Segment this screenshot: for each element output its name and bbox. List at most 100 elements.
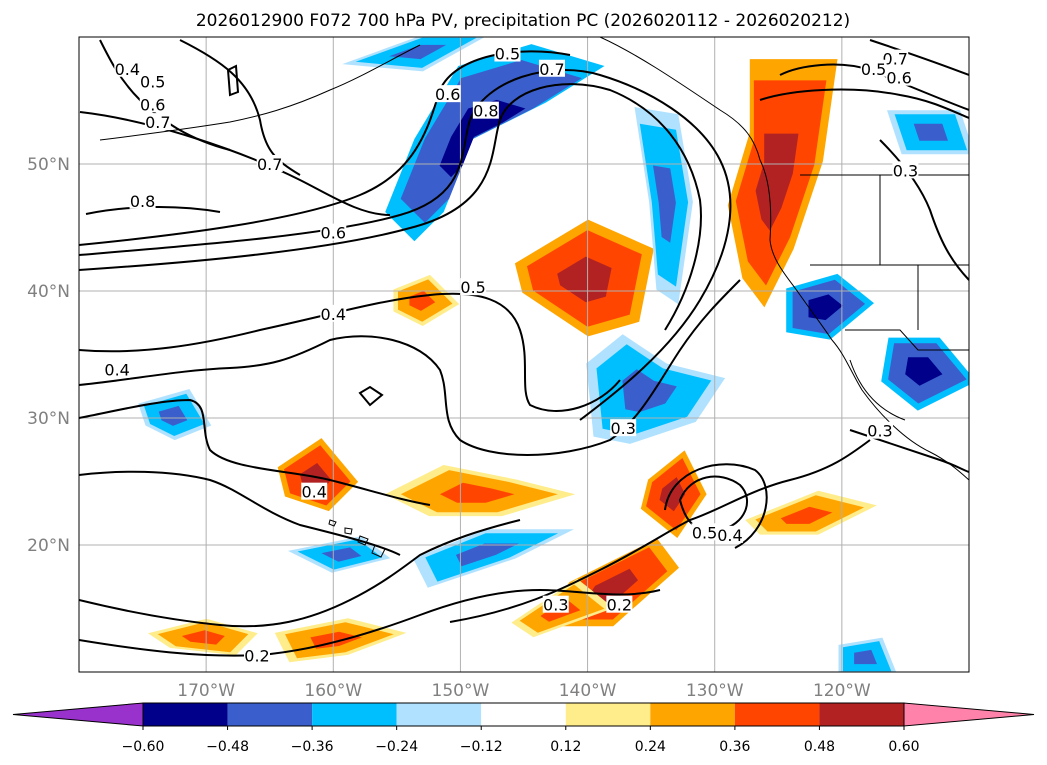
contour-label-bg [320,304,347,322]
contour-label-bg [244,646,270,664]
colorbar-tick-label: 0.60 [888,739,919,755]
precip-fill-core [158,405,188,426]
latitude-axis: 20°N 30°N 40°N 50°N [27,155,70,556]
contour-line [79,292,621,412]
grid-lines [79,37,969,672]
precip-patch [514,219,654,337]
contour-label-bg [610,419,637,437]
precip-shading [138,37,969,672]
contour-line [449,439,871,623]
contour-line [759,88,969,119]
contour-label: 0.4 [104,361,129,380]
contour-label-bg [542,595,569,613]
contour-label: 0.7 [883,50,908,69]
precip-fill-core [905,357,943,386]
colorbar-segment [734,703,820,726]
lon-tick-label: 170°W [177,681,235,701]
colorbar-tick-label: 0.24 [635,739,666,755]
contour-line [79,50,571,246]
colorbar-segment [312,703,397,726]
precip-patch [138,389,212,441]
contour-label: 0.7 [539,60,564,79]
contour-label-bg [460,278,487,296]
contour-label-bg [606,595,633,613]
lat-tick-label: 40°N [27,282,70,302]
precip-patch [838,637,897,672]
contour-label-bg [867,421,893,439]
contour-label-bg [256,155,283,172]
contour-labels: 0.50.70.60.80.40.50.60.70.70.80.60.50.40… [104,44,919,665]
contour-line [869,39,969,76]
contour-label-bg [139,72,166,90]
contour-label: 0.3 [610,419,635,438]
contour-line [358,385,384,407]
contour-label: 0.5 [140,72,165,91]
contour-label-bg [691,523,718,541]
colorbar-tick-label: −0.24 [375,739,418,755]
colorbar-tick-label: −0.12 [460,739,503,755]
longitude-axis: 170°W 160°W 150°W 140°W 130°W 120°W [177,681,871,701]
contour-label-bg [320,223,347,241]
colorbar-tick-label: −0.60 [122,739,165,755]
contour-label: 0.6 [140,95,165,114]
contour-label: 0.4 [321,305,346,324]
baja-coast [849,359,906,421]
colorbar-frame [142,702,905,727]
contour-label: 0.4 [115,60,140,79]
contour-line [79,519,521,628]
contour-line [79,588,661,657]
contour-label-bg [434,85,461,103]
precip-fill-core [455,543,519,567]
precip-patch [385,465,576,517]
contour-label-bg [860,59,887,77]
precip-fill-core [389,44,447,60]
precip-fill-core [440,482,515,503]
lat-tick-label: 20°N [27,536,70,556]
precip-fill-core [913,123,948,141]
contour-label: 0.7 [145,113,170,132]
colorbar-segment [227,703,313,726]
contour-label: 0.3 [543,596,568,615]
precip-patch [342,37,485,72]
contour-line [79,83,702,331]
lon-tick-label: 140°W [559,681,617,701]
coastlines [99,37,969,558]
colorbar-tick-label: 0.36 [719,739,750,755]
contour-line [79,69,732,421]
contour-label-bg [882,49,909,67]
contour-label-bg [144,113,171,131]
contour-label-bg [494,44,521,62]
colorbar-segment [819,703,904,726]
hawaii-islands [328,519,386,558]
north-america-coast [599,37,969,481]
contour-label-bg [129,191,156,209]
contour-label: 0.5 [861,60,886,79]
lat-tick-label: 50°N [27,155,70,175]
contour-label: 0.6 [435,85,460,104]
contour-line [79,398,431,506]
precip-patch [887,110,969,155]
contour-label: 0.4 [717,526,742,545]
contour-label: 0.5 [692,523,717,542]
contour-line [79,470,401,556]
contour-label: 0.6 [886,69,911,88]
precip-patch [393,274,460,326]
contour-label: 0.4 [301,483,326,502]
contour-label: 0.2 [607,596,632,615]
contour-line [226,64,240,97]
colorbar-extend-high [903,702,1035,727]
contour-label-bg [538,59,565,77]
colorbar-segment [396,703,482,726]
contour-line [879,139,969,281]
aleutian-coast [99,44,421,141]
contour-line [664,463,768,549]
precip-fill-core [181,630,225,645]
contour-label: 0.5 [460,278,485,297]
lat-tick-label: 30°N [27,409,70,429]
colorbar-tick-label: 0.12 [550,739,581,755]
contour-label: 0.3 [893,161,918,180]
colorbar-tick-label: −0.48 [206,739,249,755]
precip-patch [881,337,969,411]
map-frame [78,36,970,673]
